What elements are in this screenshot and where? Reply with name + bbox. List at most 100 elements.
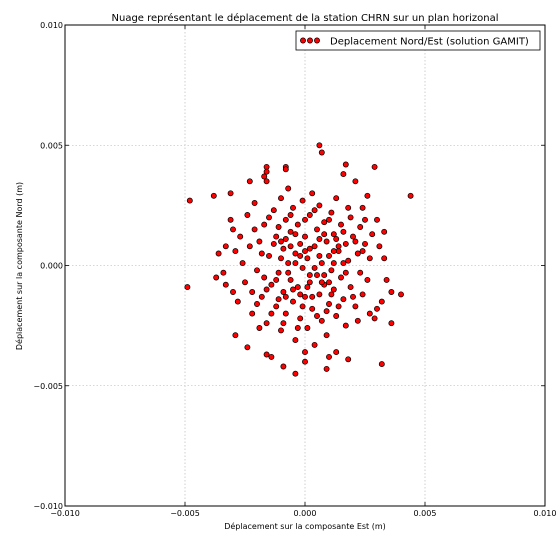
data-point (237, 233, 244, 240)
data-point (354, 250, 361, 257)
data-point (316, 252, 323, 259)
legend-marker (300, 37, 306, 44)
x-tick-label: 0.010 (534, 509, 557, 518)
data-point (270, 240, 277, 247)
data-point (282, 293, 289, 300)
data-point (376, 243, 383, 250)
data-point (318, 279, 325, 286)
data-point (263, 351, 270, 358)
legend: Deplacement Nord/Est (solution GAMIT) (295, 30, 541, 51)
data-point (258, 250, 265, 257)
data-point (294, 221, 301, 228)
chart-title: Nuage représentant le déplacement de la … (112, 12, 499, 24)
data-point (318, 317, 325, 324)
data-point (345, 204, 352, 211)
data-point (340, 171, 347, 178)
data-point (263, 163, 270, 170)
data-point (326, 279, 332, 286)
data-point (306, 279, 313, 286)
data-point (357, 224, 364, 230)
axis-ticks (64, 24, 546, 507)
data-point (318, 149, 325, 156)
data-point (388, 320, 395, 327)
plot-area (65, 25, 545, 506)
x-tick-label: 0.000 (294, 509, 317, 518)
data-point (222, 281, 229, 288)
data-point (321, 231, 328, 238)
data-point (273, 303, 280, 310)
data-point (342, 322, 349, 329)
data-point (302, 233, 308, 240)
data-point (232, 332, 239, 339)
data-point (347, 284, 354, 291)
data-point (246, 178, 253, 185)
data-point (222, 243, 229, 250)
grid (65, 25, 545, 506)
data-point (340, 228, 347, 235)
data-point (316, 236, 323, 242)
data-point (290, 298, 296, 305)
data-point (244, 212, 251, 218)
data-point (287, 243, 294, 250)
data-point (309, 305, 316, 312)
data-point (359, 204, 366, 211)
data-point (239, 260, 246, 267)
data-point (371, 163, 378, 170)
data-point (374, 216, 380, 223)
data-point (280, 320, 287, 327)
data-point (340, 296, 347, 303)
data-point (275, 224, 282, 230)
data-point (282, 216, 289, 223)
data-point (263, 178, 270, 185)
data-point (357, 269, 364, 276)
data-point (278, 238, 284, 245)
data-point (323, 238, 330, 245)
legend-label: Deplacement Nord/Est (solution GAMIT) (330, 37, 529, 48)
data-point (374, 305, 380, 312)
data-point (321, 272, 328, 279)
data-point (210, 192, 217, 199)
data-point (227, 216, 234, 223)
data-point (263, 286, 270, 293)
x-tick-labels: −0.010 −0.005 0.000 0.005 0.010 (50, 509, 556, 518)
data-point (285, 260, 292, 267)
y-tick-label: 0.005 (40, 141, 63, 150)
y-tick-label: −0.010 (33, 502, 63, 511)
data-point (242, 279, 248, 286)
data-point (273, 276, 280, 283)
data-point (371, 315, 378, 322)
data-points (184, 142, 414, 377)
data-point (280, 363, 287, 370)
data-point (215, 250, 222, 257)
y-tick-label: −0.005 (33, 382, 63, 391)
data-point (263, 168, 270, 175)
y-tick-label: 0.010 (40, 21, 63, 30)
data-point (275, 296, 282, 303)
data-point (287, 228, 294, 235)
data-point (268, 281, 275, 288)
data-point (254, 267, 260, 274)
data-point (342, 161, 349, 168)
data-point (323, 332, 330, 339)
data-point (268, 310, 275, 317)
data-point (256, 325, 263, 331)
data-point (287, 212, 294, 218)
data-point (261, 221, 268, 228)
data-point (352, 178, 359, 185)
data-point (311, 264, 318, 271)
data-point (335, 243, 342, 250)
data-point (333, 236, 340, 242)
data-point (266, 214, 272, 221)
data-point (352, 303, 359, 310)
data-point (297, 291, 304, 298)
data-point (275, 269, 282, 276)
data-point (352, 238, 359, 245)
data-point (316, 291, 323, 298)
data-point (261, 274, 268, 281)
data-point (338, 221, 344, 228)
data-point (340, 260, 347, 267)
data-point (282, 310, 289, 317)
data-point (282, 236, 289, 242)
data-point (266, 252, 272, 259)
data-point (316, 142, 323, 149)
